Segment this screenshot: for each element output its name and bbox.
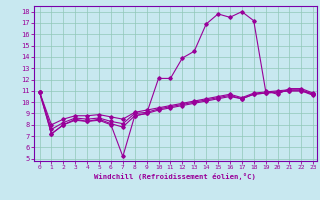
X-axis label: Windchill (Refroidissement éolien,°C): Windchill (Refroidissement éolien,°C) — [94, 173, 256, 180]
